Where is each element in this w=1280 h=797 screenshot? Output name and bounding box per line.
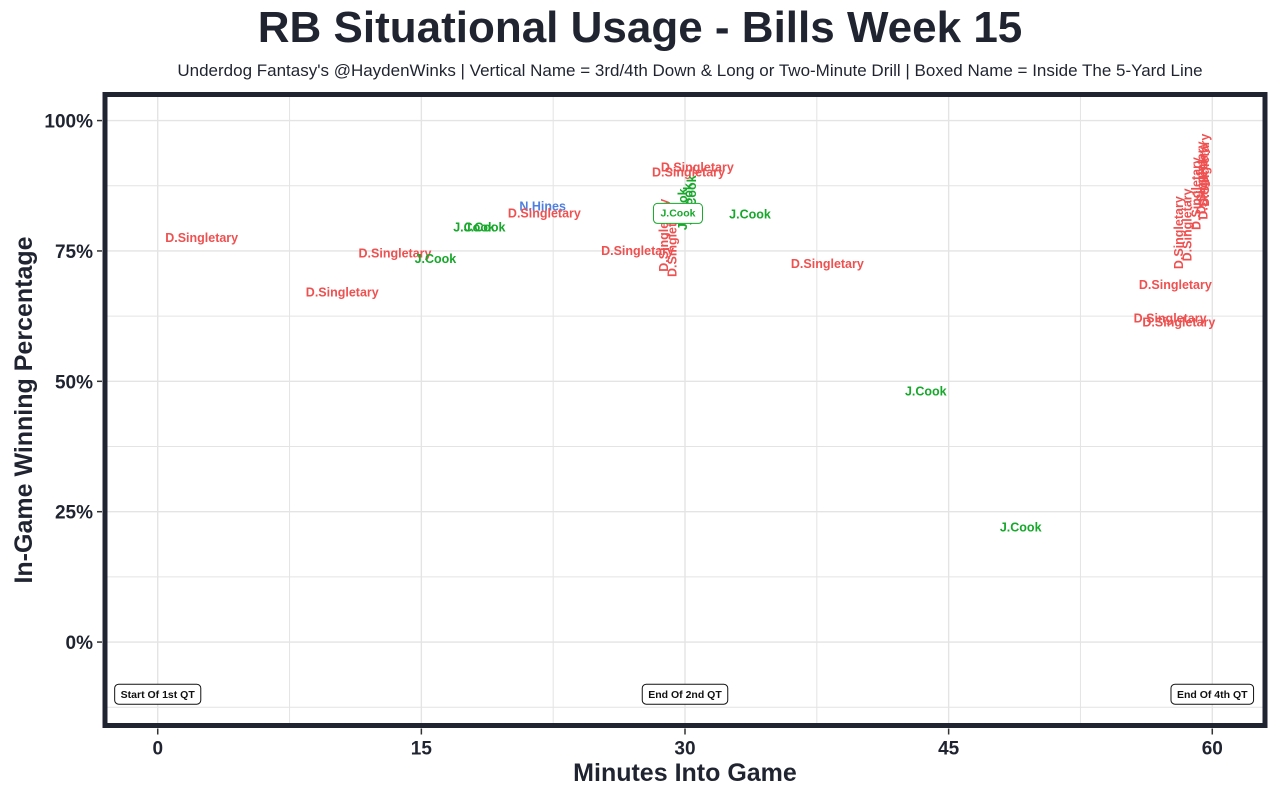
x-tick-label: 45 (938, 739, 960, 760)
quarter-marker: End Of 2nd QT (641, 683, 729, 705)
data-point-label: D.Singletary (1139, 278, 1212, 292)
data-point-label: D.Singletary (1181, 188, 1195, 261)
data-points: D.SingletaryD.SingletaryD.SingletaryJ.Co… (165, 134, 1215, 535)
data-point: D.Singletary (1139, 278, 1212, 292)
data-point-label: J.Cook (453, 220, 495, 234)
quarter-marker: End Of 4th QT (1170, 683, 1255, 705)
data-point-label: D.Singletary (1134, 312, 1207, 326)
x-axis-ticks: 0 15 30 45 60 (152, 728, 1223, 760)
data-point-label: D.Singletary (359, 247, 432, 261)
data-point: D.Singletary (1142, 315, 1215, 329)
data-point-label: D.Singletary (661, 161, 734, 175)
data-point-label: J.Cook (1000, 520, 1042, 534)
data-point: N.Hines (519, 200, 566, 214)
quarter-markers: Start Of 1st QT End Of 2nd QT End Of 4th Q… (114, 683, 1255, 705)
x-tick-label: 15 (411, 739, 433, 760)
data-point: D.Singletary (306, 286, 379, 300)
data-point: D.Singletary (508, 206, 581, 220)
data-point-label: D.Singletary (1196, 147, 1210, 220)
x-tick-label: 0 (152, 739, 163, 760)
chart-subtitle: Underdog Fantasy's @HaydenWinks | Vertic… (177, 61, 1203, 80)
data-point-label: D.Singletary (306, 286, 379, 300)
data-point: D.Singletary (1134, 312, 1207, 326)
data-point-label: D.Singletary (1198, 134, 1212, 207)
data-point-label: D.Singletary (601, 244, 674, 258)
data-point-label: D.Singletary (1189, 157, 1203, 230)
data-point: D.Singletary (652, 166, 725, 180)
data-point: D.Singletary (1181, 188, 1195, 261)
data-point: D.Singletary (1172, 196, 1186, 269)
y-tick-label: 0% (66, 633, 94, 654)
data-point: D.Singletary (791, 257, 864, 271)
quarter-marker-box (1170, 683, 1255, 705)
y-tick-label: 100% (44, 112, 93, 133)
data-point: J.Cook (905, 385, 947, 399)
x-tick-label: 30 (674, 739, 695, 760)
data-point: J.Cook (453, 220, 495, 234)
y-tick-label: 50% (55, 372, 93, 393)
data-point: J.Cook (1000, 520, 1042, 534)
y-tick-label: 75% (55, 242, 93, 263)
quarter-marker-label: End Of 2nd QT (648, 689, 722, 701)
data-point: D.Singletary (1189, 157, 1203, 230)
data-point: D.Singletary (1195, 141, 1209, 214)
data-point-label: D.Singletary (1195, 141, 1209, 214)
quarter-marker-label: End Of 4th QT (1177, 689, 1248, 701)
data-point: D.Singletary (661, 161, 734, 175)
data-point: D.Singletary (165, 231, 238, 245)
data-point: J.Cook (415, 252, 457, 266)
y-tick-label: 25% (55, 503, 93, 524)
data-point-label: D.Singletary (791, 257, 864, 271)
y-axis-label: In-Game Winning Percentage (10, 236, 38, 583)
x-axis-label: Minutes Into Game (573, 759, 797, 787)
data-point-label: D.Singletary (508, 206, 581, 220)
data-point-label: J.Cook (415, 252, 457, 266)
plot-frame (102, 92, 1268, 728)
data-point: D.Singletary (1198, 134, 1212, 207)
data-point-box (652, 202, 703, 224)
data-point-label: J.Cook (905, 385, 947, 399)
data-point: D.Singletary (359, 247, 432, 261)
y-axis-ticks: 0% 25% 50% 75% 100% (44, 112, 102, 654)
data-point-label: D.Singletary (165, 231, 238, 245)
grid-lines (105, 94, 1265, 726)
x-tick-label: 60 (1202, 739, 1223, 760)
quarter-marker-label: Start Of 1st QT (121, 689, 196, 701)
quarter-marker-box (114, 683, 202, 705)
data-point-label: J.Cook (464, 220, 506, 234)
quarter-marker: Start Of 1st QT (114, 683, 202, 705)
data-point-label: D.Singletary (652, 166, 725, 180)
data-point-label: D.Singletary (1142, 315, 1215, 329)
data-point-label: J.Cook (660, 207, 695, 219)
data-point: D.Singletary (1196, 147, 1210, 220)
chart-title: RB Situational Usage - Bills Week 15 (257, 3, 1023, 52)
data-point-label: J.Cook (729, 207, 771, 221)
data-point-label: D.Singletary (1172, 196, 1186, 269)
data-point-label: N.Hines (519, 200, 566, 214)
data-point: J.Cook (464, 220, 506, 234)
data-point: J.Cook (652, 202, 703, 224)
data-point: D.Singletary (601, 244, 674, 258)
quarter-marker-box (641, 683, 729, 705)
data-point: J.Cook (729, 207, 771, 221)
